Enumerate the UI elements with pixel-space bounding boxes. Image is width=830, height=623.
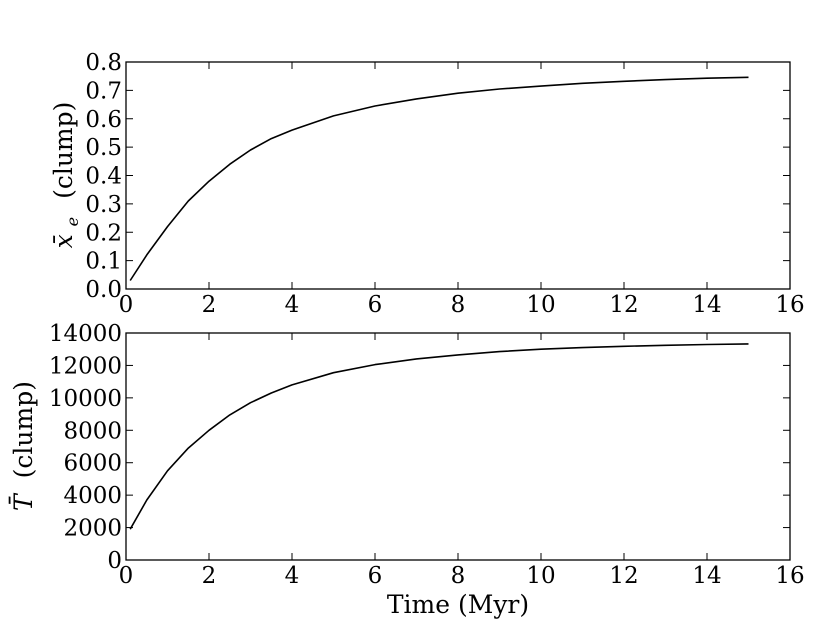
- x-tick-label: 8: [451, 563, 466, 589]
- x-tick-label: 16: [775, 563, 804, 589]
- x-tick-label: 6: [368, 292, 383, 318]
- y-tick-label: 12000: [49, 353, 122, 379]
- series-line: [129, 76, 749, 281]
- y-tick-label: 0.1: [85, 249, 122, 275]
- x-tick-label: 12: [609, 563, 638, 589]
- y-axis-symbol: x̄: [49, 234, 78, 248]
- tick-marks: [125, 332, 791, 561]
- plot-frame: [125, 332, 791, 561]
- x-tick-label: 2: [202, 563, 217, 589]
- x-axis-label: Time (Myr): [387, 590, 529, 619]
- x-tick-label: 2: [202, 292, 217, 318]
- y-axis-label: T̄ (clump): [9, 381, 38, 511]
- y-tick-labels: 0.00.1 0.20.30.4 0.50.6 0.70.8: [85, 50, 122, 303]
- x-tick-label: 12: [609, 292, 638, 318]
- electron-fraction-panel: 0 2 4 6 8 10 12 14 16 0.00.1 0.20.30.4 0.50.6 0.70.…: [49, 50, 805, 318]
- series-group: [129, 76, 749, 281]
- y-tick-label: 0.5: [85, 135, 122, 161]
- x-tick-labels: 0 2 4 6 8 10 12 14 16: [119, 563, 805, 589]
- x-tick-label: 4: [285, 563, 300, 589]
- y-axis-subscript: e: [63, 217, 82, 226]
- y-tick-label: 6000: [63, 451, 122, 477]
- y-tick-label: 0.3: [85, 192, 122, 218]
- y-tick-labels: 0 2000 4000 6000 8000 10000 12000 14000: [49, 321, 122, 574]
- x-tick-label: 6: [368, 563, 383, 589]
- y-tick-label: 10000: [49, 386, 122, 412]
- x-tick-label: 10: [526, 563, 555, 589]
- series-line: [129, 343, 749, 530]
- x-tick-labels: 0 2 4 6 8 10 12 14 16: [119, 292, 805, 318]
- y-tick-label: 2000: [63, 516, 122, 542]
- y-tick-label: 4000: [63, 483, 122, 509]
- y-tick-label: 0.6: [85, 107, 122, 133]
- y-axis-label: x̄ e (clump): [49, 102, 84, 249]
- y-tick-label: 0.7: [85, 78, 122, 104]
- y-tick-label: 0.8: [85, 50, 122, 76]
- x-tick-label: 0: [119, 563, 134, 589]
- series-group: [129, 343, 749, 530]
- x-tick-label: 4: [285, 292, 300, 318]
- y-tick-label: 0.0: [85, 277, 122, 303]
- x-tick-label: 0: [119, 292, 134, 318]
- x-tick-label: 14: [692, 563, 721, 589]
- y-tick-label: 8000: [63, 418, 122, 444]
- tick-marks: [125, 61, 791, 290]
- y-axis-label-text: (clump): [49, 102, 78, 199]
- y-tick-label: 0.2: [85, 220, 122, 246]
- plot-frame: [125, 61, 791, 290]
- x-tick-label: 14: [692, 292, 721, 318]
- y-tick-label: 14000: [49, 321, 122, 347]
- y-tick-label: 0: [107, 548, 122, 574]
- x-tick-label: 10: [526, 292, 555, 318]
- x-tick-label: 8: [451, 292, 466, 318]
- y-tick-label: 0.4: [85, 164, 122, 190]
- y-axis-label-text: (clump): [9, 381, 38, 478]
- x-tick-label: 16: [775, 292, 804, 318]
- temperature-panel: 0 2 4 6 8 10 12 14 16 0 2000 4000 6000 8000 10000 1200…: [9, 321, 805, 619]
- y-axis-symbol: T̄: [9, 492, 38, 511]
